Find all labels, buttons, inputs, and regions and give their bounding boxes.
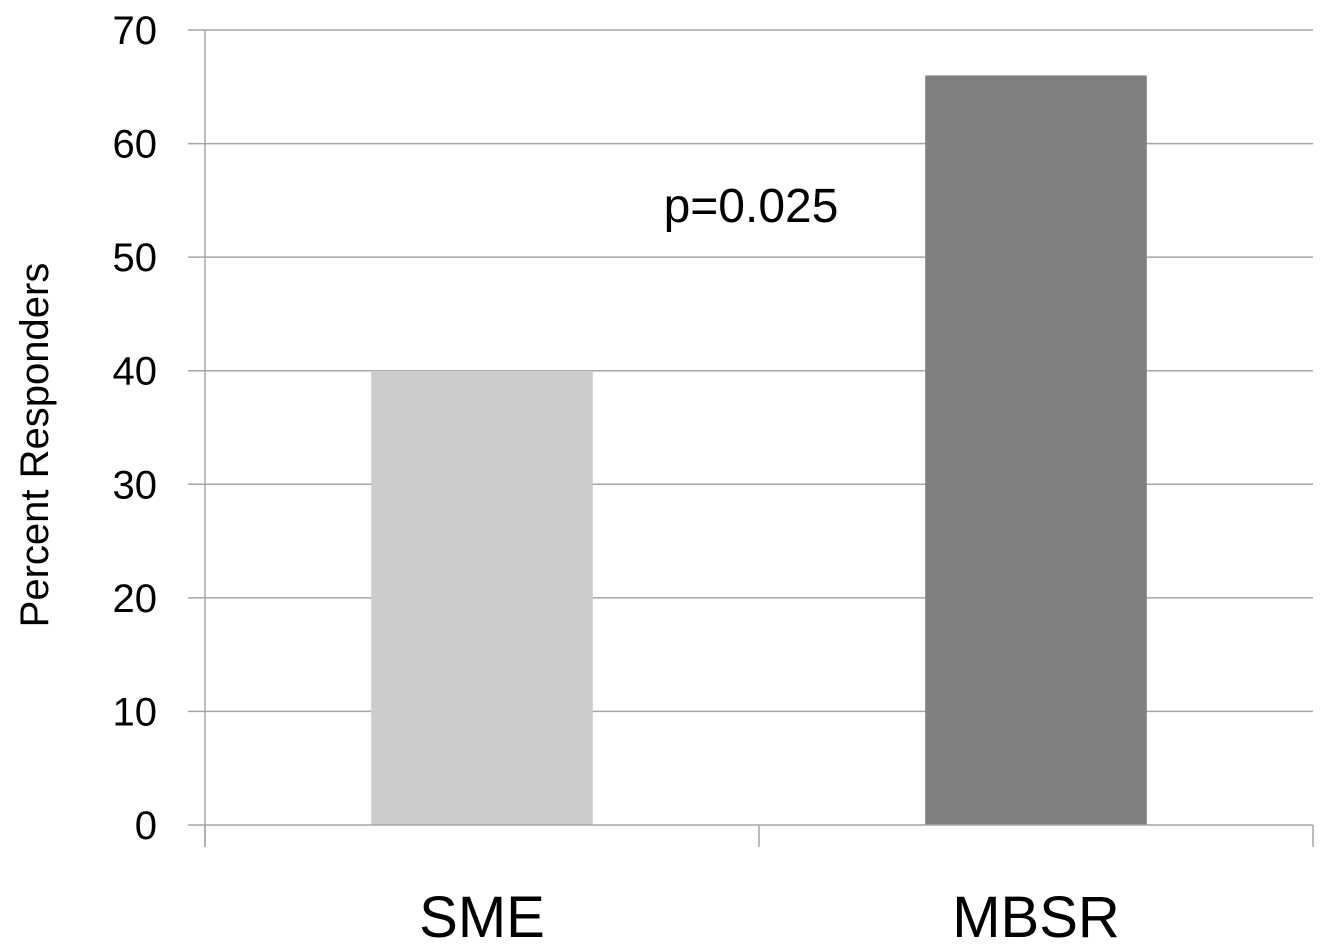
y-tick-label: 30 <box>113 463 158 507</box>
bars <box>371 75 1147 825</box>
axes <box>188 29 1314 847</box>
y-tick-label: 40 <box>113 350 158 394</box>
p-value-annotation: p=0.025 <box>664 180 839 233</box>
x-category-label: MBSR <box>952 885 1120 947</box>
bar-mbsr <box>925 75 1147 825</box>
y-tick-label: 50 <box>113 236 158 280</box>
y-tick-label: 70 <box>113 9 158 53</box>
y-axis-title: Percent Responders <box>13 263 57 628</box>
labels: Percent Responders p=0.025 0 10 20 30 40 50 60… <box>13 9 1120 947</box>
y-tick-label: 0 <box>135 804 157 848</box>
y-tick-label: 20 <box>113 577 158 621</box>
x-category-label: SME <box>419 885 545 947</box>
bar-sme <box>371 370 593 825</box>
y-tick-label: 60 <box>113 123 158 167</box>
y-tick-label: 10 <box>113 690 158 734</box>
